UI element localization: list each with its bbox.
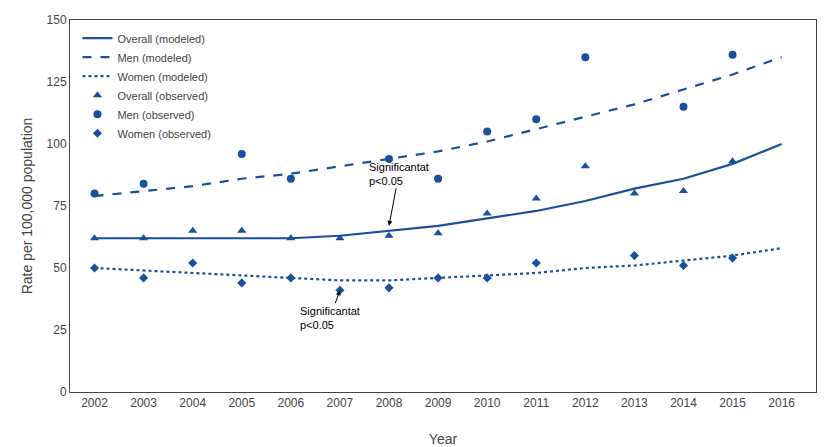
svg-text:Overall (modeled): Overall (modeled) xyxy=(117,33,204,45)
svg-text:2010: 2010 xyxy=(474,396,501,410)
svg-text:Rate per 100,000 population: Rate per 100,000 population xyxy=(19,118,35,295)
svg-text:2006: 2006 xyxy=(278,396,305,410)
svg-text:Women (modeled): Women (modeled) xyxy=(117,71,207,83)
svg-text:2009: 2009 xyxy=(425,396,452,410)
svg-text:2007: 2007 xyxy=(327,396,354,410)
svg-text:2005: 2005 xyxy=(228,396,255,410)
svg-text:2011: 2011 xyxy=(523,396,549,410)
svg-text:125: 125 xyxy=(47,75,67,89)
svg-text:100: 100 xyxy=(47,137,67,151)
svg-text:Men (modeled): Men (modeled) xyxy=(117,52,191,64)
svg-text:2008: 2008 xyxy=(376,396,403,410)
svg-text:2015: 2015 xyxy=(719,396,746,410)
svg-text:Women (observed): Women (observed) xyxy=(117,128,210,140)
svg-text:0: 0 xyxy=(60,385,67,399)
svg-text:2014: 2014 xyxy=(670,396,697,410)
svg-text:150: 150 xyxy=(47,13,67,27)
svg-text:2004: 2004 xyxy=(179,396,206,410)
svg-text:Year: Year xyxy=(429,431,458,447)
svg-text:2016: 2016 xyxy=(768,396,795,410)
svg-text:2002: 2002 xyxy=(81,396,108,410)
svg-text:2012: 2012 xyxy=(572,396,599,410)
svg-text:Significantatp<0.05: Significantatp<0.05 xyxy=(369,161,429,187)
svg-text:2013: 2013 xyxy=(621,396,648,410)
svg-text:50: 50 xyxy=(53,261,67,275)
svg-text:Overall (observed): Overall (observed) xyxy=(117,90,207,102)
svg-text:2003: 2003 xyxy=(130,396,157,410)
svg-text:Men (observed): Men (observed) xyxy=(117,109,194,121)
svg-text:Significantatp<0.05: Significantatp<0.05 xyxy=(300,305,360,331)
svg-text:75: 75 xyxy=(53,199,67,213)
svg-text:25: 25 xyxy=(53,323,67,337)
